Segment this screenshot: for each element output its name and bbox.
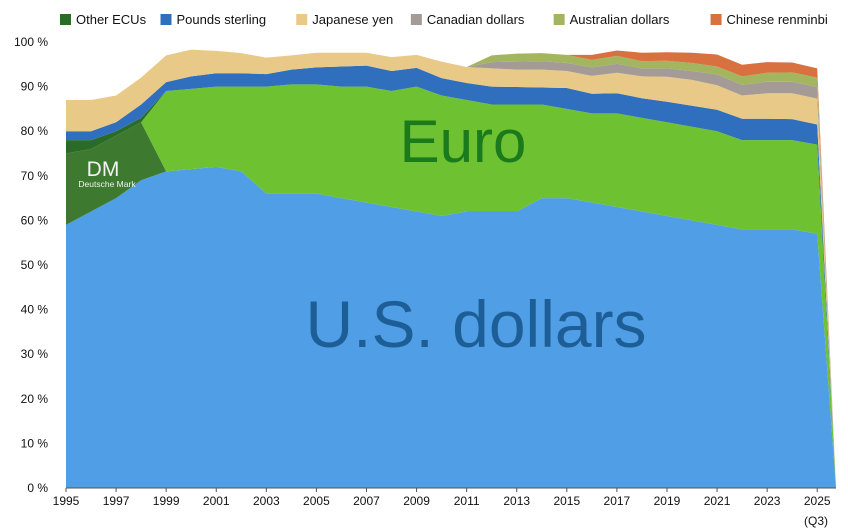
- annotations: DM Deutsche Mark Euro U.S. dollars: [78, 108, 646, 361]
- legend-swatch-chinese-renminbi: [710, 14, 722, 25]
- x-tick-label: 2003: [253, 494, 280, 508]
- x-tick-label: 2019: [654, 494, 681, 508]
- area-u-s-dollars: [66, 166, 836, 488]
- y-tick-label: 30 %: [21, 347, 49, 361]
- area-pounds-sterling: [66, 65, 836, 488]
- x-tick-label: 2023: [754, 494, 781, 508]
- x-tick-label: 1995: [53, 494, 80, 508]
- x-tick-label: 1999: [153, 494, 180, 508]
- area-canadian-dollars: [66, 49, 836, 488]
- y-tick-label: 60 %: [21, 213, 49, 227]
- legend-label-chinese-renminbi: Chinese renminbi: [727, 12, 828, 27]
- x-tick-label: 2013: [503, 494, 530, 508]
- legend-swatch-japanese-yen: [296, 14, 308, 25]
- x-tick-label: 2009: [403, 494, 430, 508]
- x-tick-label: 2007: [353, 494, 380, 508]
- y-tick-label: 40 %: [21, 303, 49, 317]
- y-tick-label: 50 %: [21, 258, 49, 272]
- x-tick-label: 2001: [203, 494, 230, 508]
- usd-label: U.S. dollars: [305, 287, 646, 361]
- legend-swatch-canadian-dollars: [410, 14, 422, 25]
- legend: Other ECUs Pounds sterling Japanese yen Can…: [60, 12, 828, 27]
- x-tick-label: 2025: [804, 494, 831, 508]
- dm-sublabel: Deutsche Mark: [78, 179, 136, 189]
- legend-label-pounds-sterling: Pounds sterling: [177, 12, 267, 27]
- legend-label-other-ecus: Other ECUs: [76, 12, 147, 27]
- y-tick-label: 0 %: [27, 481, 48, 495]
- x-tick-label: 2011: [454, 494, 480, 508]
- legend-label-canadian-dollars: Canadian dollars: [427, 12, 525, 27]
- y-tick-label: 80 %: [21, 124, 49, 138]
- area-japanese-yen: [66, 49, 836, 488]
- legend-label-japanese-yen: Japanese yen: [312, 12, 393, 27]
- y-tick-label: 20 %: [21, 392, 49, 406]
- euro-label: Euro: [400, 108, 527, 175]
- dm-label: DM: [87, 158, 120, 181]
- stacked-areas: [66, 49, 836, 489]
- area-dm: [66, 122, 836, 488]
- x-sublabel: (Q3): [804, 514, 828, 528]
- x-tick-label: 2017: [604, 494, 631, 508]
- y-tick-label: 100 %: [14, 35, 48, 49]
- x-tick-label: 2021: [704, 494, 731, 508]
- y-tick-label: 70 %: [21, 169, 49, 183]
- legend-swatch-other-ecus: [60, 14, 71, 25]
- legend-label-australian-dollars: Australian dollars: [570, 12, 670, 27]
- y-axis: 0 % 10 % 20 % 30 % 40 % 50 % 60 % 70 % 80 % 90 % 1…: [14, 35, 48, 495]
- area-euro: [66, 84, 836, 489]
- x-axis: 1995 1997 1999 2001 2003 2005 2007 2009 2011 2013…: [53, 487, 836, 528]
- x-tick-label: 2005: [303, 494, 330, 508]
- y-tick-label: 10 %: [21, 436, 49, 450]
- x-tick-label: 1997: [103, 494, 130, 508]
- legend-swatch-australian-dollars: [553, 14, 565, 25]
- y-tick-label: 90 %: [21, 80, 49, 94]
- legend-swatch-pounds-sterling: [160, 14, 172, 25]
- x-tick-label: 2015: [553, 494, 580, 508]
